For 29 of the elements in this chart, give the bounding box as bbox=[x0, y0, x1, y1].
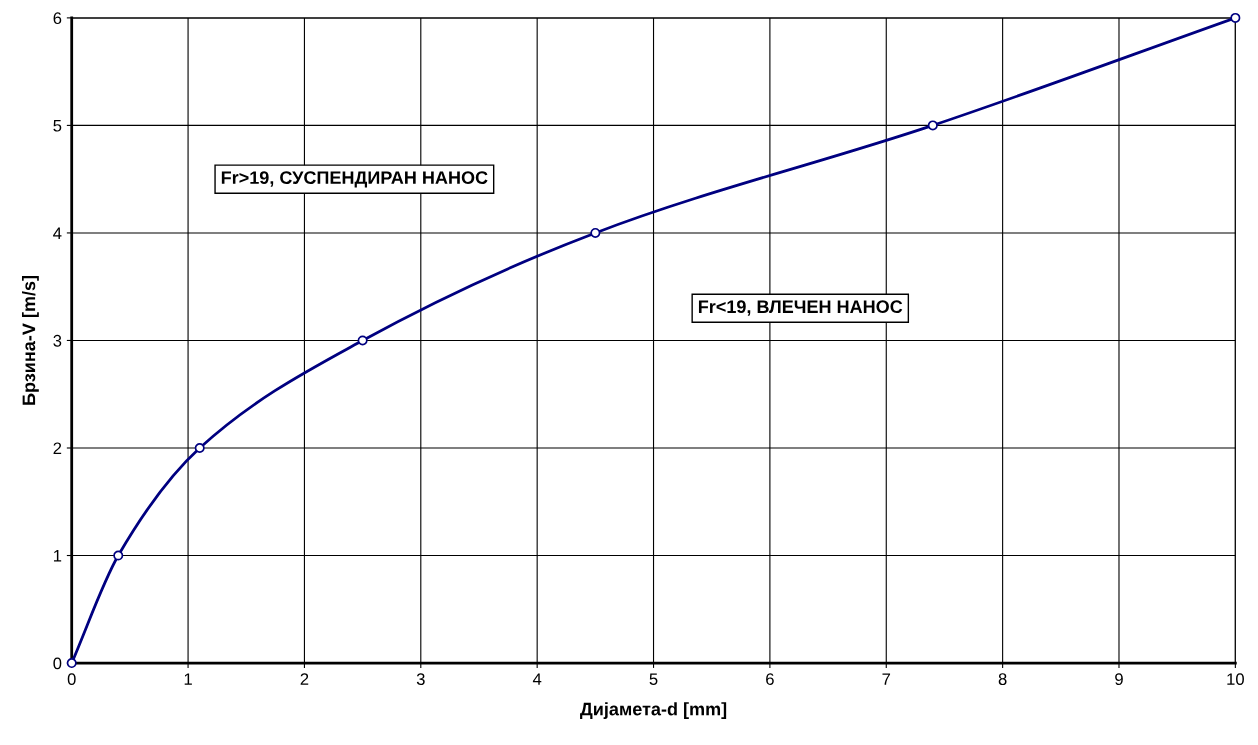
y-tick-label: 0 bbox=[53, 657, 62, 670]
point bbox=[1230, 12, 1241, 23]
x-tick-label: 2 bbox=[300, 673, 309, 685]
point bbox=[357, 335, 368, 346]
y-tick-label: 6 bbox=[53, 12, 62, 25]
x-tick-label: 5 bbox=[649, 673, 658, 686]
x-tick-label: 8 bbox=[998, 673, 1007, 686]
annotation: Fr>19, СУСПЕНДИРАН НАНОС bbox=[221, 171, 488, 188]
x-tick-label: 7 bbox=[882, 673, 891, 685]
y-tick-label: 2 bbox=[53, 442, 62, 455]
y-tick-label: 1 bbox=[53, 550, 62, 562]
y-tick-label: 4 bbox=[53, 227, 62, 239]
point bbox=[194, 442, 205, 453]
annotation: Fr<19, ВЛЕЧЕН НАНОС bbox=[698, 300, 903, 316]
y-tick-label: 5 bbox=[53, 119, 62, 132]
x-tick-label: 4 bbox=[532, 673, 542, 685]
y-axis-title: Брзина-V [m/s] bbox=[22, 275, 39, 405]
y-tick-label: 3 bbox=[53, 334, 62, 347]
x-tick-label: 3 bbox=[416, 673, 425, 686]
x-tick-label: 1 bbox=[184, 673, 192, 685]
point bbox=[113, 550, 124, 561]
x-tick-label: 9 bbox=[1115, 673, 1123, 686]
point bbox=[927, 120, 938, 131]
x-tick-label: 6 bbox=[766, 673, 774, 686]
point bbox=[590, 227, 601, 238]
x-tick-label: 10 bbox=[1227, 673, 1244, 686]
point bbox=[66, 658, 77, 669]
x-tick-label: 0 bbox=[67, 673, 76, 686]
x-axis-title: Дијамета-d [mm] bbox=[580, 702, 727, 720]
